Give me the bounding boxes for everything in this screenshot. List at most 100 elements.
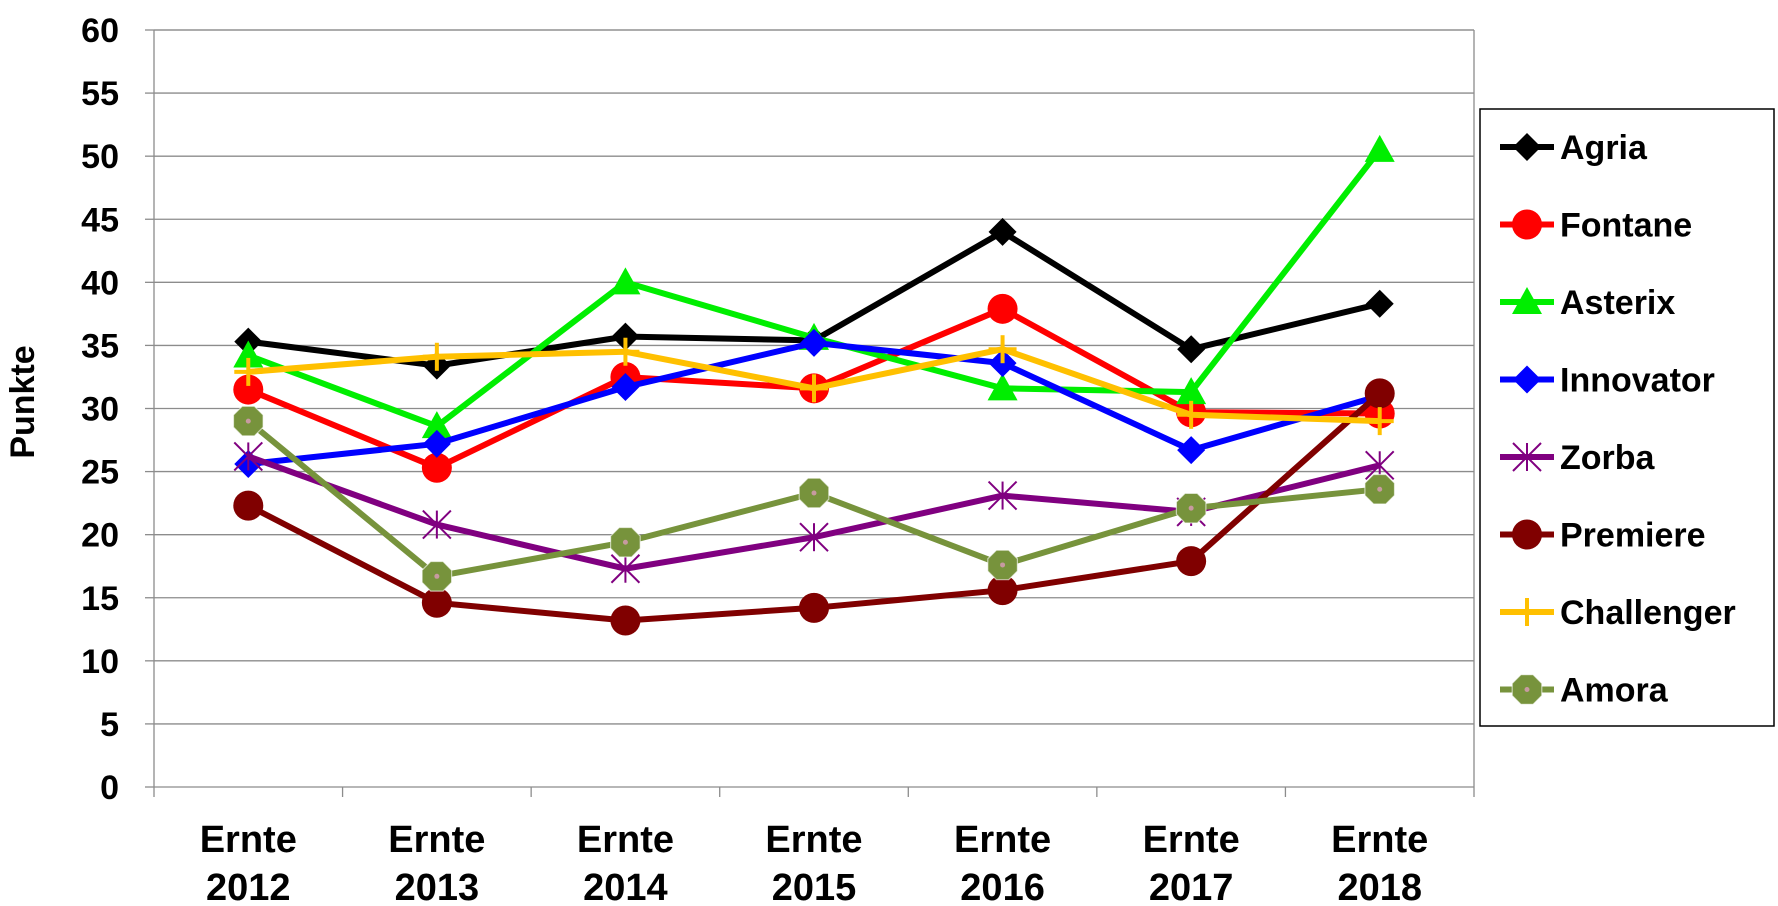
legend-marker-fontane [1512, 209, 1542, 240]
data-point-challenger [422, 342, 451, 371]
gridlines [145, 29, 1474, 788]
y-tick-label: 20 [81, 517, 119, 555]
y-tick-label: 35 [81, 327, 119, 365]
data-point-premiere [987, 575, 1018, 606]
data-point-innovator [422, 429, 451, 458]
data-point-amora [1175, 492, 1207, 524]
x-tick-label: Ernte 2015 [765, 819, 862, 906]
data-point-amora [609, 526, 641, 558]
data-point-amora [987, 549, 1019, 581]
data-point-asterix [421, 411, 452, 439]
data-point-asterix [610, 267, 641, 295]
data-point-amora [1364, 473, 1396, 505]
series-challenger [234, 335, 1394, 436]
data-point-asterix [1364, 134, 1395, 162]
data-point-challenger [1365, 407, 1394, 436]
series-amora [232, 405, 1396, 592]
data-point-innovator [800, 328, 828, 357]
y-tick-label: 15 [81, 580, 119, 618]
data-point-fontane [233, 374, 264, 405]
legend-item-asterix: Asterix [1500, 284, 1675, 322]
data-point-fontane [987, 293, 1018, 324]
data-point-agria [1177, 335, 1206, 364]
y-tick-labels: 0 5 10 15 20 25 30 35 40 45 50 55 60 [81, 12, 119, 807]
x-tick-label: Ernte 2013 [388, 819, 485, 906]
data-point-agria [611, 322, 640, 351]
data-point-zorba [610, 554, 641, 584]
legend-label: Fontane [1560, 207, 1692, 245]
data-point-premiere [610, 605, 641, 636]
data-point-challenger [234, 357, 263, 386]
y-tick-label: 50 [81, 138, 119, 176]
legend-marker-agria [1513, 133, 1541, 161]
series-zorba [233, 441, 1395, 584]
legend-label: Zorba [1560, 439, 1656, 477]
y-tick-label: 30 [81, 391, 119, 429]
legend-marker-premiere [1512, 519, 1542, 550]
data-point-amora [798, 477, 830, 509]
y-tick-label: 0 [100, 769, 119, 807]
data-point-zorba [233, 441, 263, 472]
data-point-premiere [233, 490, 264, 521]
data-point-premiere [1176, 546, 1207, 577]
legend-item-amora: Amora [1500, 672, 1669, 710]
legend-label: Amora [1560, 672, 1669, 710]
series-lines [232, 134, 1396, 636]
data-point-fontane [421, 452, 452, 483]
data-point-challenger [800, 374, 828, 403]
data-point-asterix [987, 373, 1018, 401]
series-line-zorba [247, 453, 1381, 572]
legend-marker-zorba [1512, 442, 1542, 472]
x-tick-labels: Ernte 2012 Ernte 2013 Ernte 2014 Ernte 2015 Ernt… [200, 819, 1429, 906]
legend-marker-innovator [1513, 365, 1541, 394]
legend-label: Innovator [1560, 362, 1715, 400]
data-point-amora [232, 405, 264, 437]
y-tick-label: 25 [81, 454, 119, 492]
data-point-challenger [1177, 400, 1206, 429]
data-point-agria [1365, 289, 1394, 318]
legend-item-fontane: Fontane [1500, 207, 1692, 245]
data-point-innovator [611, 373, 640, 402]
y-tick-label: 10 [81, 643, 119, 681]
x-tick-label: Ernte 2014 [577, 819, 674, 906]
x-tick-label: Ernte 2018 [1331, 819, 1428, 906]
data-point-challenger [988, 335, 1017, 364]
data-point-premiere [421, 587, 452, 618]
data-point-zorba [799, 522, 829, 552]
legend-label: Challenger [1560, 594, 1736, 632]
legend-item-challenger: Challenger [1500, 594, 1736, 632]
data-point-premiere [799, 592, 829, 623]
y-tick-label: 45 [81, 201, 119, 239]
x-tick-label: Ernte 2016 [954, 819, 1051, 906]
x-tick-label: Ernte 2017 [1143, 819, 1240, 906]
legend-marker-amora [1511, 674, 1543, 705]
y-tick-label: 40 [81, 264, 119, 302]
data-point-zorba [422, 509, 452, 540]
data-point-asterix [233, 340, 264, 368]
data-point-zorba [987, 480, 1018, 511]
legend-label: Asterix [1560, 284, 1675, 322]
x-tick-label: Ernte 2012 [200, 819, 297, 906]
legend-marker-challenger [1513, 598, 1541, 626]
legend-marker-asterix [1512, 287, 1542, 314]
y-axis-label: Punkte [4, 345, 42, 458]
legend-item-agria: Agria [1500, 129, 1648, 167]
legend-item-premiere: Premiere [1500, 517, 1706, 555]
series-premiere [233, 378, 1395, 636]
y-tick-label: 5 [100, 706, 119, 744]
data-point-asterix [1176, 377, 1207, 405]
data-point-premiere [1364, 378, 1395, 409]
legend: Agria Fontane Asterix Innovator Zorba Premier… [1479, 108, 1775, 727]
data-point-agria [988, 217, 1017, 246]
legend-item-zorba: Zorba [1500, 439, 1656, 477]
legend-item-innovator: Innovator [1500, 362, 1715, 400]
data-point-challenger [611, 337, 640, 366]
legend-label: Premiere [1560, 517, 1706, 555]
y-tick-label: 60 [81, 12, 119, 50]
data-point-amora [421, 560, 453, 592]
data-point-innovator [1177, 436, 1206, 465]
y-tick-label: 55 [81, 75, 119, 113]
axes [153, 29, 1475, 797]
legend-box [1479, 108, 1775, 727]
